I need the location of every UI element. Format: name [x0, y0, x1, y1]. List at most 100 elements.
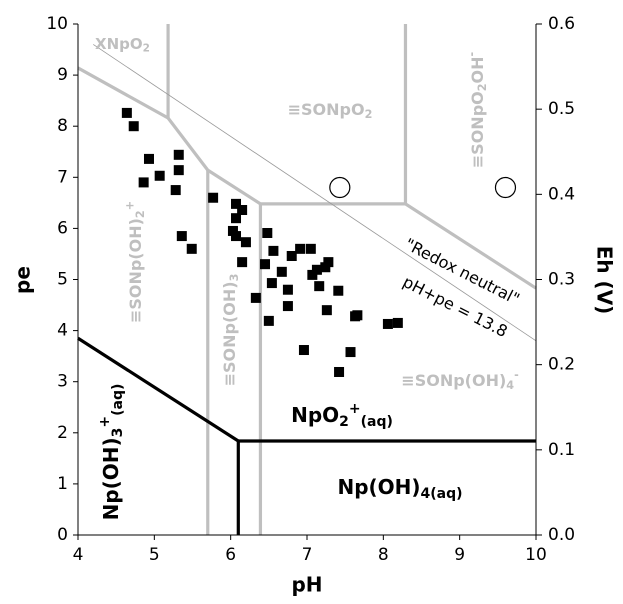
y-tick-label: 8	[57, 116, 68, 136]
region-label: ≡SONp(OH)4-	[401, 368, 519, 391]
label-part: ≡SONp(OH)	[126, 218, 145, 323]
data-point	[329, 176, 351, 199]
label-part: 3	[110, 428, 126, 438]
data-point	[231, 198, 242, 209]
y-tick-label: 2	[57, 423, 68, 443]
label-part: Np(OH)	[337, 475, 420, 499]
data-point	[121, 107, 132, 118]
data-point	[334, 366, 345, 377]
data-point	[231, 231, 242, 242]
data-point	[208, 192, 219, 203]
label-part: 2	[143, 43, 150, 55]
region-label: Np(OH)4(aq)	[337, 475, 462, 503]
data-point	[311, 264, 322, 275]
y2-tick-label: 0.3	[548, 270, 575, 290]
y2-tick-label: 0.4	[548, 184, 575, 204]
label-part: ≡SONpO	[288, 100, 365, 119]
label-part: 2	[339, 414, 349, 430]
label-part: +	[97, 416, 113, 428]
data-point	[263, 315, 274, 326]
x-tick-label: 8	[378, 545, 389, 565]
data-point	[266, 278, 277, 289]
label-part: 4(aq)	[421, 486, 463, 502]
y-tick-label: 5	[57, 270, 68, 290]
x-tick-label: 7	[302, 545, 313, 565]
data-point	[321, 305, 332, 316]
data-point	[143, 153, 154, 164]
data-point	[154, 170, 165, 181]
y-tick-label: 7	[57, 167, 68, 187]
label-part: NpO	[291, 403, 339, 427]
data-point	[298, 345, 309, 356]
label-part: 2	[134, 210, 147, 218]
region-label: NpO2+(aq)	[291, 401, 393, 430]
data-point	[350, 311, 361, 322]
phase-boundary	[77, 66, 537, 290]
label-part: XNpO	[95, 35, 143, 53]
data-point	[262, 227, 273, 238]
data-point	[392, 317, 403, 328]
x-tick-label: 4	[73, 545, 84, 565]
data-point	[173, 165, 184, 176]
y-tick-label: 1	[57, 474, 68, 494]
data-point	[173, 149, 184, 160]
label-part: ≡SONp(OH)	[401, 371, 506, 390]
label-part: ≡SONpO	[468, 91, 487, 168]
y-tick-label: 9	[57, 65, 68, 85]
data-point	[260, 259, 271, 270]
data-point	[186, 243, 197, 254]
phase-boundary	[93, 44, 537, 342]
x-axis-title: pH	[291, 573, 322, 597]
phase-boundary	[77, 336, 240, 443]
label-part: 4	[506, 379, 514, 392]
data-point	[231, 213, 242, 224]
y-tick-label: 0	[57, 525, 68, 545]
data-point	[237, 257, 248, 268]
region-label: Np(OH)3+(aq)	[97, 384, 126, 521]
label-part: -	[514, 368, 519, 381]
y-tick-label: 6	[57, 218, 68, 238]
data-point	[305, 243, 316, 254]
data-point	[237, 205, 248, 216]
data-point	[320, 262, 331, 273]
label-part: +	[349, 401, 361, 417]
y-tick-label: 3	[57, 372, 68, 392]
data-point	[268, 245, 279, 256]
label-part: ≡SONp(OH)	[220, 281, 239, 386]
y-tick-label: 4	[57, 321, 68, 341]
data-point	[286, 250, 297, 261]
label-part: OH	[468, 56, 487, 83]
data-point	[382, 318, 393, 329]
data-point	[240, 237, 251, 248]
data-point	[314, 281, 325, 292]
region-label: ≡SONp(OH)2+	[123, 201, 146, 323]
x-tick-label: 5	[149, 545, 160, 565]
data-point	[128, 121, 139, 132]
data-point	[282, 301, 293, 312]
label-part: 2	[365, 108, 373, 121]
y2-tick-label: 0.5	[548, 99, 575, 119]
label-part: (aq)	[110, 384, 126, 416]
data-point	[138, 177, 149, 188]
y2-tick-label: 0.6	[548, 14, 575, 34]
region-label: ≡SONpO2OH-	[465, 51, 488, 168]
data-point	[345, 347, 356, 358]
label-part: 3	[228, 274, 241, 282]
data-point	[170, 185, 181, 196]
data-point	[323, 257, 334, 268]
label-part: 2	[476, 83, 489, 91]
data-point	[250, 292, 261, 303]
region-label: ≡SONpO2	[288, 100, 373, 121]
label-part: +	[123, 201, 136, 210]
y2-tick-label: 0.0	[548, 525, 575, 545]
x-tick-label: 10	[525, 545, 547, 565]
label-part: -	[465, 51, 478, 56]
label-part: (aq)	[361, 414, 393, 430]
y-axis-title: pe	[11, 266, 35, 294]
data-point	[227, 225, 238, 236]
label-part: Np(OH)	[99, 437, 123, 520]
data-point	[494, 176, 517, 199]
data-point	[295, 243, 306, 254]
